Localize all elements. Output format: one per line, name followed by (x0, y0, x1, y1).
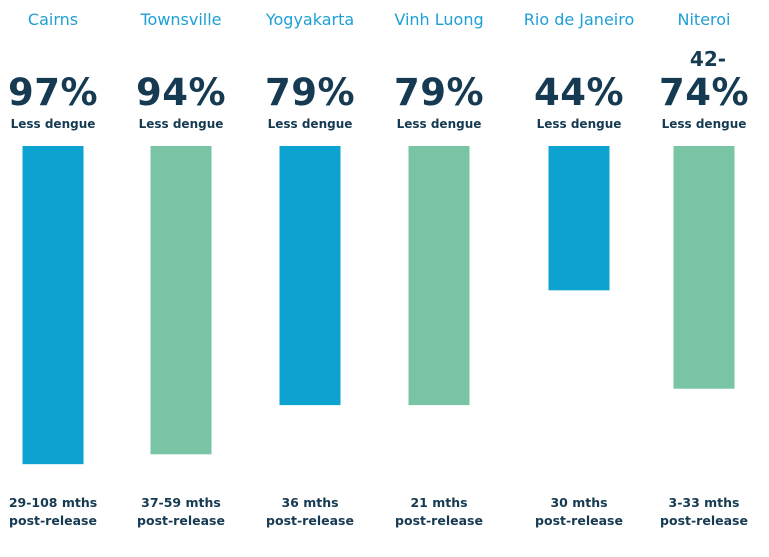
value-label: 74% (658, 71, 750, 114)
city-label: Cairns (27, 10, 79, 29)
period-label: 30 mths post-release (515, 494, 643, 530)
period-line: 30 mths (550, 495, 608, 510)
bar-vinh-luong (408, 146, 470, 406)
value-label: 79% (264, 71, 356, 114)
bar-niteroi (673, 146, 735, 389)
less-dengue-label: Less dengue (267, 117, 353, 131)
period-label: 36 mths post-release (246, 494, 374, 530)
value-label: 44% (533, 71, 625, 114)
less-dengue-label: Less dengue (536, 117, 622, 131)
value-label: 97% (7, 71, 99, 114)
city-label: Yogyakarta (265, 10, 355, 29)
bar-townsville (150, 146, 212, 455)
city-label: Townsville (140, 10, 222, 29)
bar-yogyakarta (279, 146, 341, 406)
period-line: post-release (660, 513, 748, 528)
less-dengue-label: Less dengue (10, 117, 96, 131)
bar-cairns (22, 146, 84, 465)
range-prefix-label: 42- (689, 47, 727, 71)
period-label: 29-108 mths post-release (0, 494, 117, 530)
period-line: 37-59 mths (141, 495, 221, 510)
city-label: Vinh Luong (394, 10, 484, 29)
period-line: 3-33 mths (668, 495, 740, 510)
period-line: post-release (137, 513, 225, 528)
value-label: 79% (393, 71, 485, 114)
period-line: 36 mths (281, 495, 339, 510)
period-line: post-release (535, 513, 623, 528)
period-label: 37-59 mths post-release (117, 494, 245, 530)
less-dengue-label: Less dengue (396, 117, 482, 131)
value-label: 94% (135, 71, 227, 114)
city-label: Niteroi (677, 10, 731, 29)
less-dengue-label: Less dengue (138, 117, 224, 131)
period-line: 29-108 mths (8, 495, 98, 510)
period-line: 21 mths (410, 495, 468, 510)
less-dengue-label: Less dengue (661, 117, 747, 131)
period-label: 3-33 mths post-release (640, 494, 768, 530)
period-line: post-release (9, 513, 97, 528)
period-line: post-release (395, 513, 483, 528)
city-label: Rio de Janeiro (523, 10, 635, 29)
period-label: 21 mths post-release (375, 494, 503, 530)
bar-rio-de-janeiro (548, 146, 610, 291)
period-line: post-release (266, 513, 354, 528)
